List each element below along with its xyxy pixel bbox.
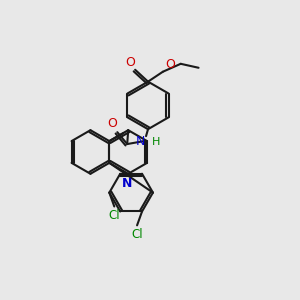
Text: O: O xyxy=(125,56,135,69)
Text: O: O xyxy=(107,117,117,130)
Text: Cl: Cl xyxy=(109,209,120,222)
Text: Cl: Cl xyxy=(131,228,143,241)
Text: N: N xyxy=(122,177,132,190)
Text: O: O xyxy=(165,58,175,71)
Text: N: N xyxy=(136,135,145,148)
Text: H: H xyxy=(152,137,160,147)
